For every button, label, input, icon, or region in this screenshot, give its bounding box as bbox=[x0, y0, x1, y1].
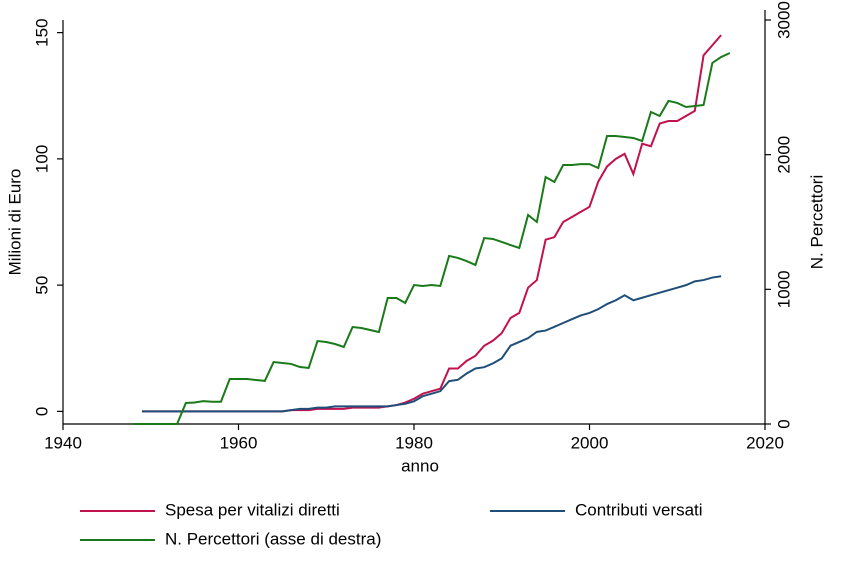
y-axis-label: Milioni di Euro bbox=[5, 169, 24, 276]
x-tick-label: 2000 bbox=[571, 433, 609, 452]
y-tick-label: 100 bbox=[32, 145, 51, 173]
y2-tick-label: 0 bbox=[774, 419, 793, 428]
x-tick-label: 2020 bbox=[746, 433, 784, 452]
x-tick-label: 1960 bbox=[220, 433, 258, 452]
series-line bbox=[141, 34, 722, 413]
y2-axis-label: N. Percettori bbox=[807, 175, 826, 269]
y-tick-label: 50 bbox=[32, 276, 51, 295]
series-line bbox=[133, 52, 731, 425]
series-line bbox=[141, 275, 722, 413]
y2-tick-label: 1000 bbox=[774, 270, 793, 308]
legend-label: Spesa per vitalizi diretti bbox=[165, 500, 340, 519]
y-tick-label: 0 bbox=[32, 407, 51, 416]
y2-tick-label: 3000 bbox=[774, 1, 793, 39]
y-tick-label: 150 bbox=[32, 18, 51, 46]
y2-tick-label: 2000 bbox=[774, 136, 793, 174]
legend-label: N. Percettori (asse di destra) bbox=[165, 529, 381, 548]
x-axis-label: anno bbox=[401, 456, 439, 475]
legend-label: Contributi versati bbox=[575, 500, 703, 519]
x-tick-label: 1980 bbox=[395, 433, 433, 452]
x-tick-label: 1940 bbox=[44, 433, 82, 452]
